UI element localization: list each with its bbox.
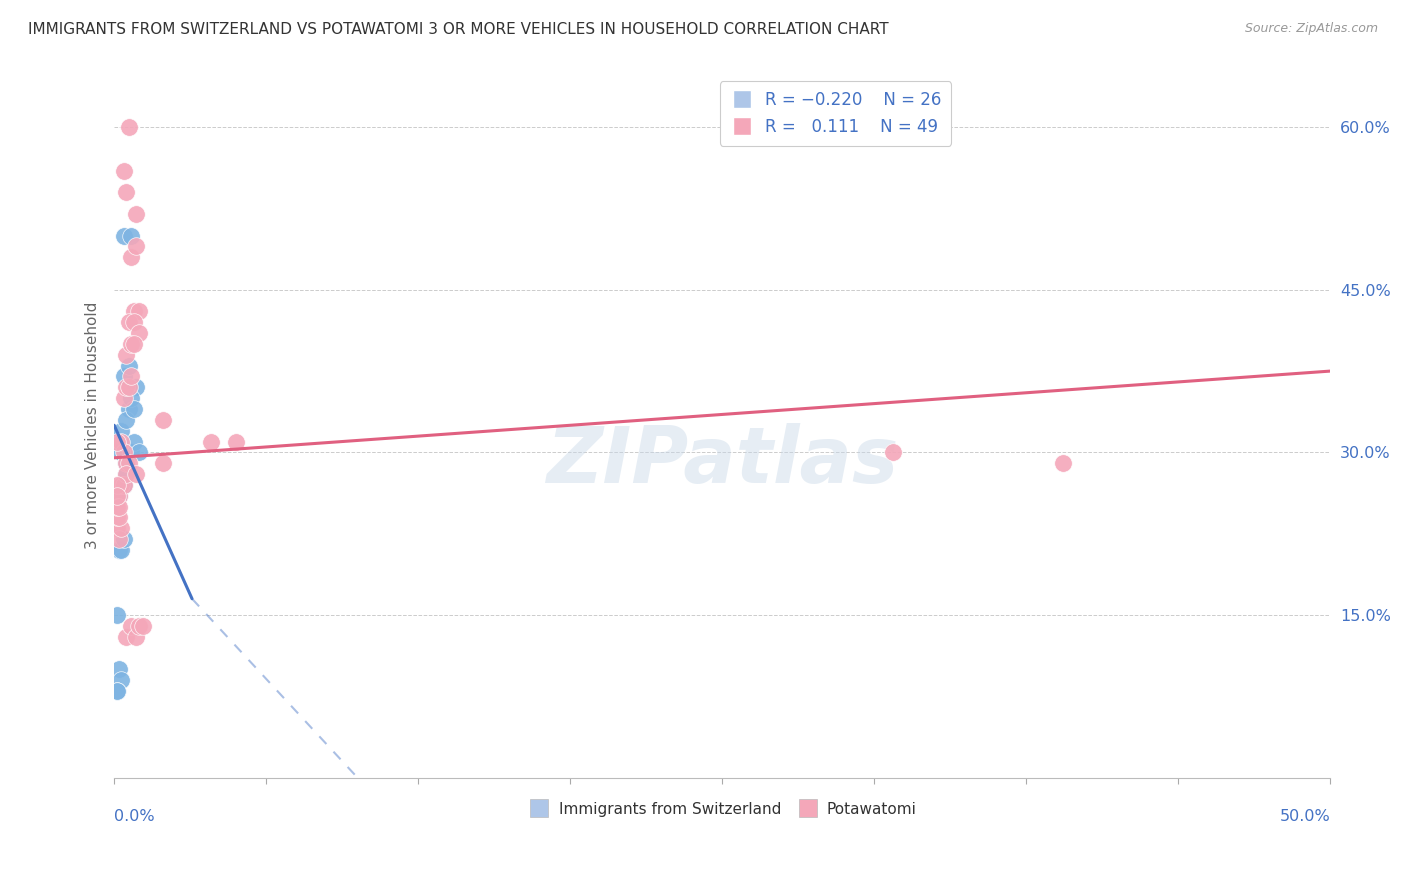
Point [120, 250, 142, 264]
Point [112, 478, 135, 492]
Point [108, 543, 131, 558]
Point [108, 500, 131, 514]
Point [122, 434, 145, 449]
Point [122, 315, 145, 329]
Point [128, 326, 150, 340]
Point [132, 619, 155, 633]
Point [115, 467, 138, 481]
Point [128, 619, 150, 633]
Point [112, 532, 135, 546]
Point [115, 467, 138, 481]
Point [125, 239, 148, 253]
Text: ZIPatlas: ZIPatlas [546, 423, 898, 499]
Point [112, 163, 135, 178]
Point [105, 683, 128, 698]
Point [112, 478, 135, 492]
Point [112, 369, 135, 384]
Point [120, 391, 142, 405]
Point [125, 380, 148, 394]
Point [118, 380, 141, 394]
Point [105, 500, 128, 514]
Point [108, 489, 131, 503]
Point [118, 120, 141, 135]
Point [118, 402, 141, 417]
Point [152, 456, 174, 470]
Point [120, 445, 142, 459]
Point [118, 359, 141, 373]
Text: IMMIGRANTS FROM SWITZERLAND VS POTAWATOMI 3 OR MORE VEHICLES IN HOUSEHOLD CORREL: IMMIGRANTS FROM SWITZERLAND VS POTAWATOM… [28, 22, 889, 37]
Point [115, 185, 138, 199]
Point [105, 521, 128, 535]
Point [108, 532, 131, 546]
Legend: Immigrants from Switzerland, Potawatomi: Immigrants from Switzerland, Potawatomi [522, 796, 922, 822]
Point [115, 456, 138, 470]
Point [112, 228, 135, 243]
Point [110, 521, 132, 535]
Point [125, 467, 148, 481]
Point [108, 662, 131, 676]
Point [122, 337, 145, 351]
Point [120, 619, 142, 633]
Point [120, 337, 142, 351]
Point [118, 315, 141, 329]
Text: 50.0%: 50.0% [1279, 809, 1330, 824]
Text: 0.0%: 0.0% [114, 809, 155, 824]
Point [105, 510, 128, 524]
Point [110, 424, 132, 438]
Point [122, 402, 145, 417]
Point [882, 445, 904, 459]
Point [110, 673, 132, 687]
Point [105, 489, 128, 503]
Point [105, 683, 128, 698]
Point [110, 478, 132, 492]
Point [110, 543, 132, 558]
Point [105, 434, 128, 449]
Point [120, 228, 142, 243]
Point [115, 380, 138, 394]
Point [115, 413, 138, 427]
Point [200, 434, 222, 449]
Text: Source: ZipAtlas.com: Source: ZipAtlas.com [1244, 22, 1378, 36]
Point [105, 607, 128, 622]
Point [105, 478, 128, 492]
Point [122, 304, 145, 318]
Point [125, 207, 148, 221]
Point [1052, 456, 1074, 470]
Point [115, 630, 138, 644]
Point [118, 456, 141, 470]
Y-axis label: 3 or more Vehicles in Household: 3 or more Vehicles in Household [86, 301, 100, 549]
Point [110, 434, 132, 449]
Point [112, 445, 135, 459]
Point [108, 489, 131, 503]
Point [110, 445, 132, 459]
Point [112, 391, 135, 405]
Point [128, 304, 150, 318]
Point [225, 434, 247, 449]
Point [125, 630, 148, 644]
Point [152, 413, 174, 427]
Point [120, 369, 142, 384]
Point [115, 348, 138, 362]
Point [128, 445, 150, 459]
Point [108, 510, 131, 524]
Point [115, 456, 138, 470]
